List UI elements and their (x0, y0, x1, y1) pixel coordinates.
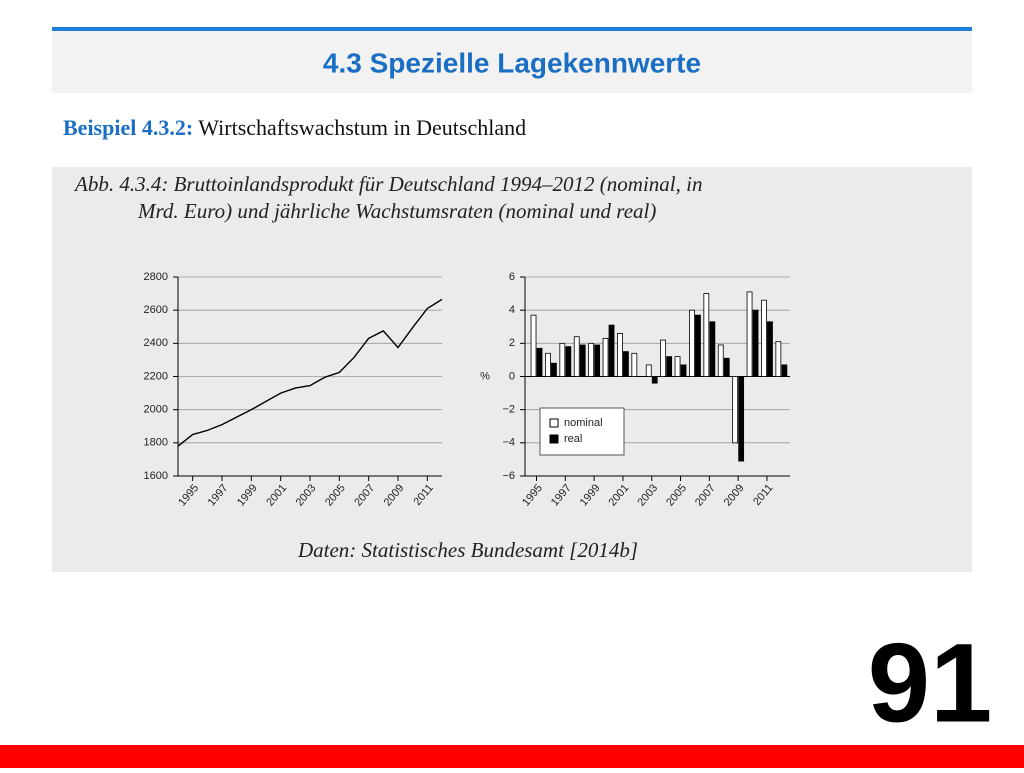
bar (775, 341, 782, 377)
page-number: 91 (868, 621, 993, 746)
y-tick-label: −4 (502, 437, 515, 449)
legend-swatch (549, 418, 559, 428)
y-tick-label: 1800 (144, 437, 168, 449)
y-tick-label: 2200 (144, 370, 168, 382)
y-tick-label: 2600 (144, 304, 168, 316)
y-tick-label: −2 (502, 404, 515, 416)
bar (536, 347, 543, 377)
bar (545, 352, 551, 377)
bar (559, 342, 566, 377)
bar (703, 293, 710, 377)
legend-swatch (549, 434, 559, 444)
bar (579, 344, 586, 377)
y-tick-label: 2400 (144, 337, 168, 349)
bar (666, 356, 673, 377)
source: Daten: Statistisches Bundesamt [2014b] (297, 538, 638, 562)
bar (588, 342, 595, 377)
bar (631, 352, 638, 377)
bar (761, 299, 767, 377)
bar (594, 344, 601, 377)
bar (781, 364, 788, 377)
y-tick-label: 2 (509, 337, 515, 349)
bar (746, 291, 753, 377)
bar (689, 309, 695, 377)
figure-panel (52, 167, 972, 572)
y-tick-label: 2000 (144, 404, 168, 416)
bar (660, 339, 667, 377)
slide-title: 4.3 Spezielle Lagekennwerte (323, 47, 701, 78)
y-tick-label: 0 (509, 370, 515, 382)
bar (602, 337, 609, 377)
y-axis-label: % (480, 370, 490, 382)
y-tick-label: −6 (502, 470, 515, 482)
bar (608, 324, 615, 377)
bar (680, 364, 687, 377)
title-band (52, 31, 972, 93)
y-tick-label: 6 (509, 271, 515, 283)
example-text: Wirtschaftswachstum in Deutschland (198, 115, 526, 140)
bar (674, 356, 681, 377)
bar (767, 321, 773, 377)
bar (573, 336, 580, 377)
bar (732, 376, 739, 444)
example-label: Beispiel 4.3.2: (63, 115, 193, 140)
bar (617, 332, 623, 377)
bar (651, 376, 658, 384)
bar (695, 314, 701, 377)
legend-box (539, 407, 625, 456)
bar (717, 344, 724, 377)
y-tick-label: 1600 (144, 470, 168, 482)
legend-label: real (564, 433, 582, 445)
bar (645, 364, 652, 377)
bar (752, 309, 759, 377)
data-line (177, 298, 443, 447)
bar (551, 362, 557, 377)
bar (565, 346, 572, 377)
bar (738, 376, 745, 462)
y-tick-label: 2800 (144, 271, 168, 283)
bar (530, 314, 537, 377)
bar (623, 351, 629, 377)
legend-label: nominal (564, 417, 603, 429)
example-heading: Beispiel 4.3.2: Wirtschaftswachstum in D… (63, 115, 526, 140)
bar (723, 357, 730, 377)
caption-line: Abb. 4.3.4: Bruttoinlandsprodukt für Deu… (73, 172, 702, 196)
bar (709, 321, 716, 377)
footer-bar (0, 745, 1024, 768)
caption-line: Mrd. Euro) und jährliche Wachstumsraten … (137, 199, 656, 223)
title-rule (52, 27, 972, 31)
y-tick-label: 4 (509, 304, 515, 316)
